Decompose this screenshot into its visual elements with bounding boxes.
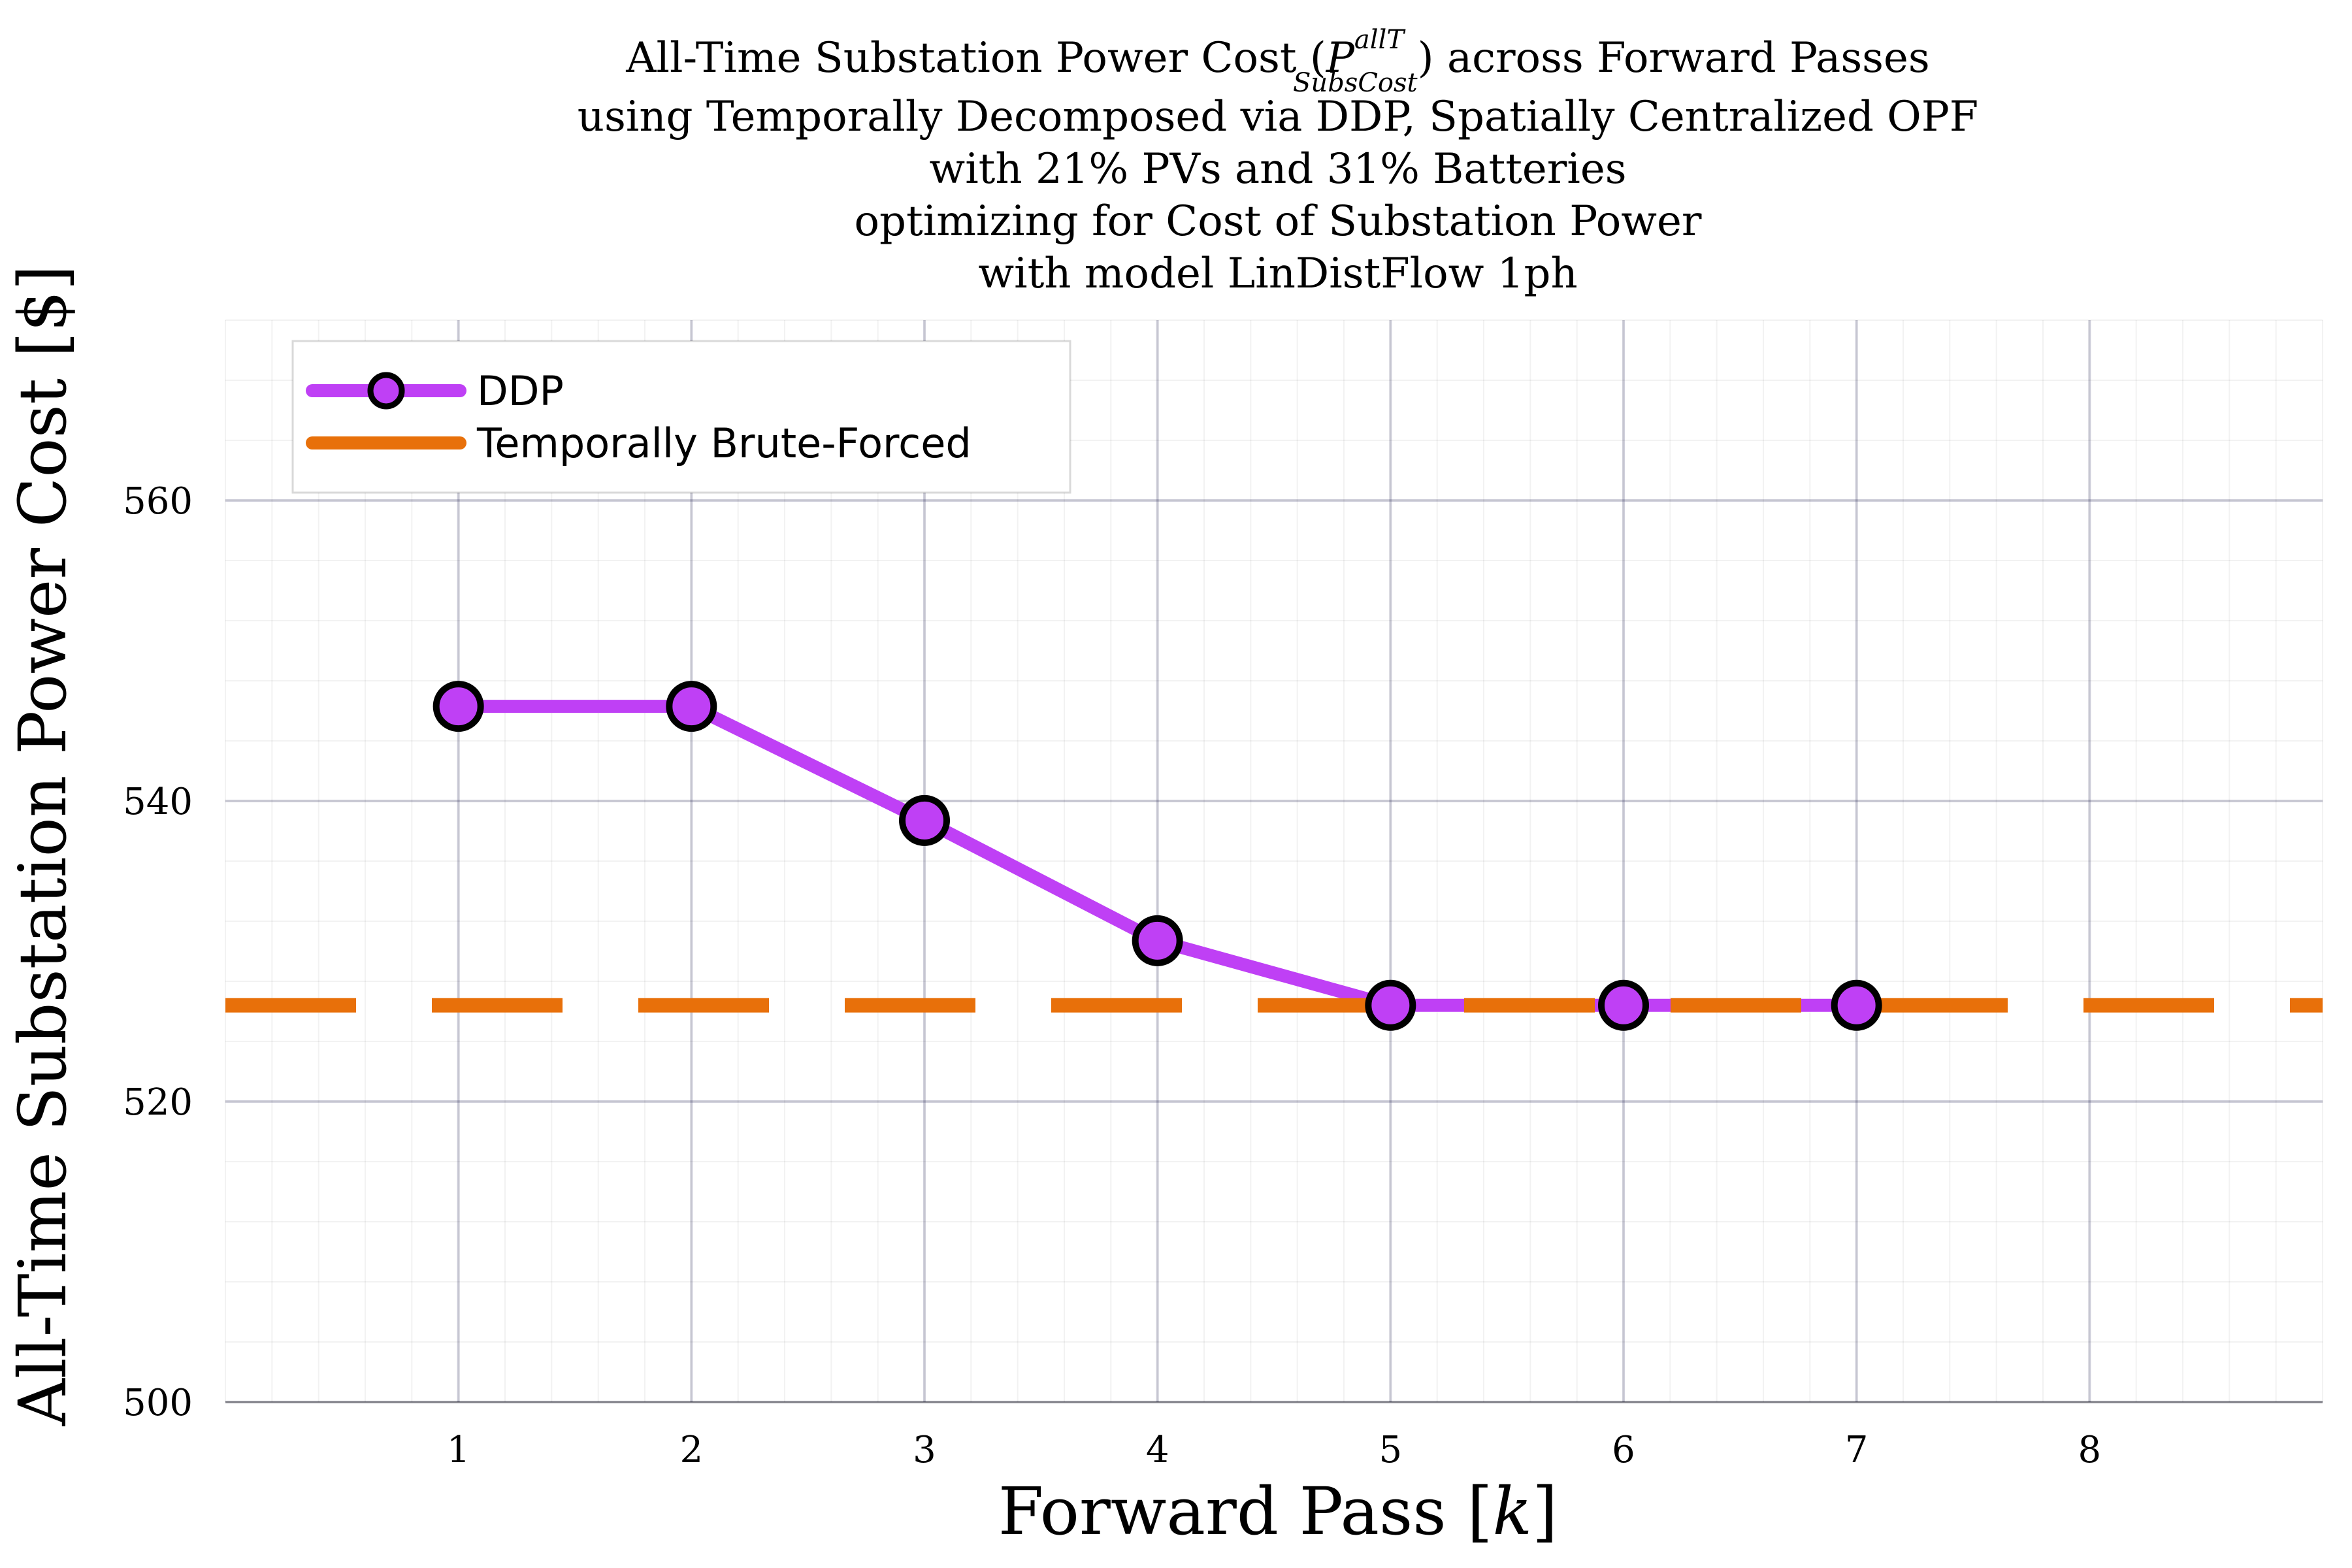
title-line-5: with model LinDistFlow 1ph bbox=[978, 250, 1577, 298]
legend-ddp-marker bbox=[367, 372, 405, 410]
series-layer bbox=[225, 681, 2323, 1031]
ddp-point bbox=[433, 681, 484, 732]
y-tick-label: 540 bbox=[123, 781, 193, 823]
x-tick-label: 7 bbox=[1845, 1429, 1869, 1471]
title-symbol-base: P bbox=[1326, 34, 1355, 82]
title-symbol-suffix: ) across Forward Passes bbox=[1418, 34, 1930, 82]
minor-grid bbox=[225, 319, 2323, 1403]
legend-brute-label: Temporally Brute-Forced bbox=[476, 419, 972, 467]
title-line-2: using Temporally Decomposed via DDP, Spa… bbox=[578, 93, 1978, 141]
ddp-point bbox=[1365, 979, 1416, 1031]
title-symbol-sub: SubsCost bbox=[1293, 68, 1418, 98]
y-axis-label: All-Time Substation Power Cost [$] bbox=[5, 265, 81, 1427]
x-tick-label: 1 bbox=[447, 1429, 470, 1471]
y-tick-labels: 500 520 540 560 bbox=[123, 480, 193, 1424]
legend-box bbox=[291, 340, 1071, 494]
title-line-1-text: All-Time Substation Power Cost ( bbox=[625, 34, 1326, 82]
x-axis-label-close: ] bbox=[1532, 1473, 1558, 1550]
x-axis-label-text: Forward Pass [ bbox=[998, 1473, 1493, 1550]
chart-title: All-Time Substation Power Cost (PallT Sub… bbox=[578, 25, 1978, 298]
x-axis-label: Forward Pass [k] bbox=[998, 1473, 1558, 1550]
ddp-point bbox=[1831, 979, 1882, 1031]
y-tick-label: 500 bbox=[123, 1382, 193, 1424]
title-line-3: with 21% PVs and 31% Batteries bbox=[929, 145, 1626, 193]
title-line-4: optimizing for Cost of Substation Power bbox=[855, 197, 1702, 246]
major-grid bbox=[225, 320, 2323, 1403]
y-tick-label: 560 bbox=[123, 480, 193, 523]
title-symbol-sup: allT bbox=[1354, 25, 1406, 55]
x-tick-label: 4 bbox=[1146, 1429, 1169, 1471]
x-axis-label-var: k bbox=[1492, 1473, 1532, 1550]
x-tick-label: 3 bbox=[913, 1429, 936, 1471]
ddp-point bbox=[1132, 915, 1183, 966]
x-tick-label: 2 bbox=[680, 1429, 704, 1471]
title-line-1: All-Time Substation Power Cost (PallT Sub… bbox=[625, 25, 1929, 98]
legend: DDP Temporally Brute-Forced bbox=[291, 340, 1071, 494]
x-tick-label: 8 bbox=[2078, 1429, 2102, 1471]
ddp-point bbox=[899, 794, 950, 846]
x-tick-label: 6 bbox=[1612, 1429, 1635, 1471]
x-tick-label: 5 bbox=[1379, 1429, 1403, 1471]
y-tick-label: 520 bbox=[123, 1081, 193, 1124]
x-tick-labels: 1 2 3 4 5 6 7 8 bbox=[447, 1429, 2101, 1471]
ddp-point bbox=[1598, 979, 1649, 1031]
ddp-point bbox=[666, 681, 717, 732]
legend-ddp-label: DDP bbox=[477, 367, 564, 415]
